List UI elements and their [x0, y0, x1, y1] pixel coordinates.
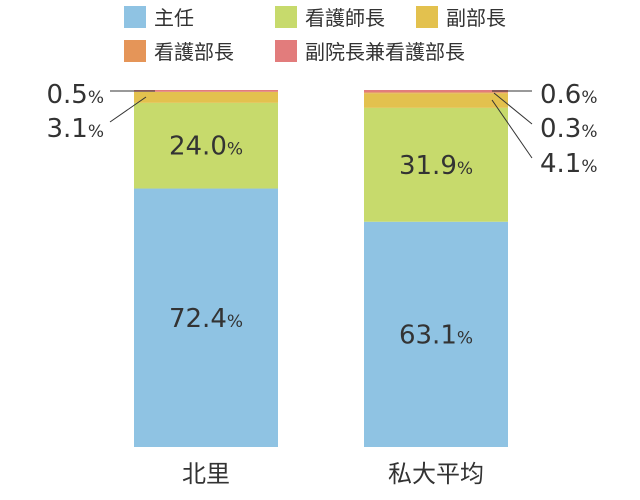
- bar-segment: [364, 92, 508, 94]
- leader-lines: [109, 90, 533, 159]
- legend-label: 看護師長: [305, 6, 385, 30]
- legend-swatch: [416, 6, 438, 28]
- data-label: 72.4%: [169, 304, 243, 334]
- category-label: 北里: [182, 460, 230, 488]
- category-label: 私大平均: [388, 460, 484, 488]
- legend-label: 副院長兼看護部長: [305, 40, 465, 64]
- bar-segment: [364, 221, 508, 447]
- category-labels: 北里 私大平均: [182, 460, 484, 488]
- bar-segment: [134, 188, 278, 448]
- leader-line: [493, 92, 533, 125]
- legend-label: 看護部長: [154, 40, 234, 64]
- bars: [134, 90, 508, 448]
- legend-label: 主任: [154, 6, 194, 30]
- data-label: 4.1%: [540, 149, 598, 179]
- legend-swatch: [275, 6, 297, 28]
- bar-segment: [364, 107, 508, 222]
- legend-swatch: [124, 6, 146, 28]
- data-label: 3.1%: [46, 114, 104, 144]
- bar-segment: [134, 102, 278, 189]
- legend-swatch: [275, 40, 297, 62]
- legend-label: 副部長: [446, 6, 506, 30]
- bar-segment: [364, 90, 508, 93]
- bar-segment: [134, 90, 278, 92]
- bar-segment: [364, 93, 508, 108]
- data-label: 0.3%: [540, 114, 598, 144]
- data-labels: 72.4%24.0%3.1%0.5%63.1%31.9%0.6%0.3%4.1%: [46, 80, 597, 350]
- data-label: 0.6%: [540, 80, 598, 110]
- leader-line: [109, 96, 147, 123]
- legend-swatch: [124, 40, 146, 62]
- leader-line: [491, 99, 533, 159]
- bar-segment: [134, 91, 278, 103]
- data-label: 0.5%: [46, 80, 104, 110]
